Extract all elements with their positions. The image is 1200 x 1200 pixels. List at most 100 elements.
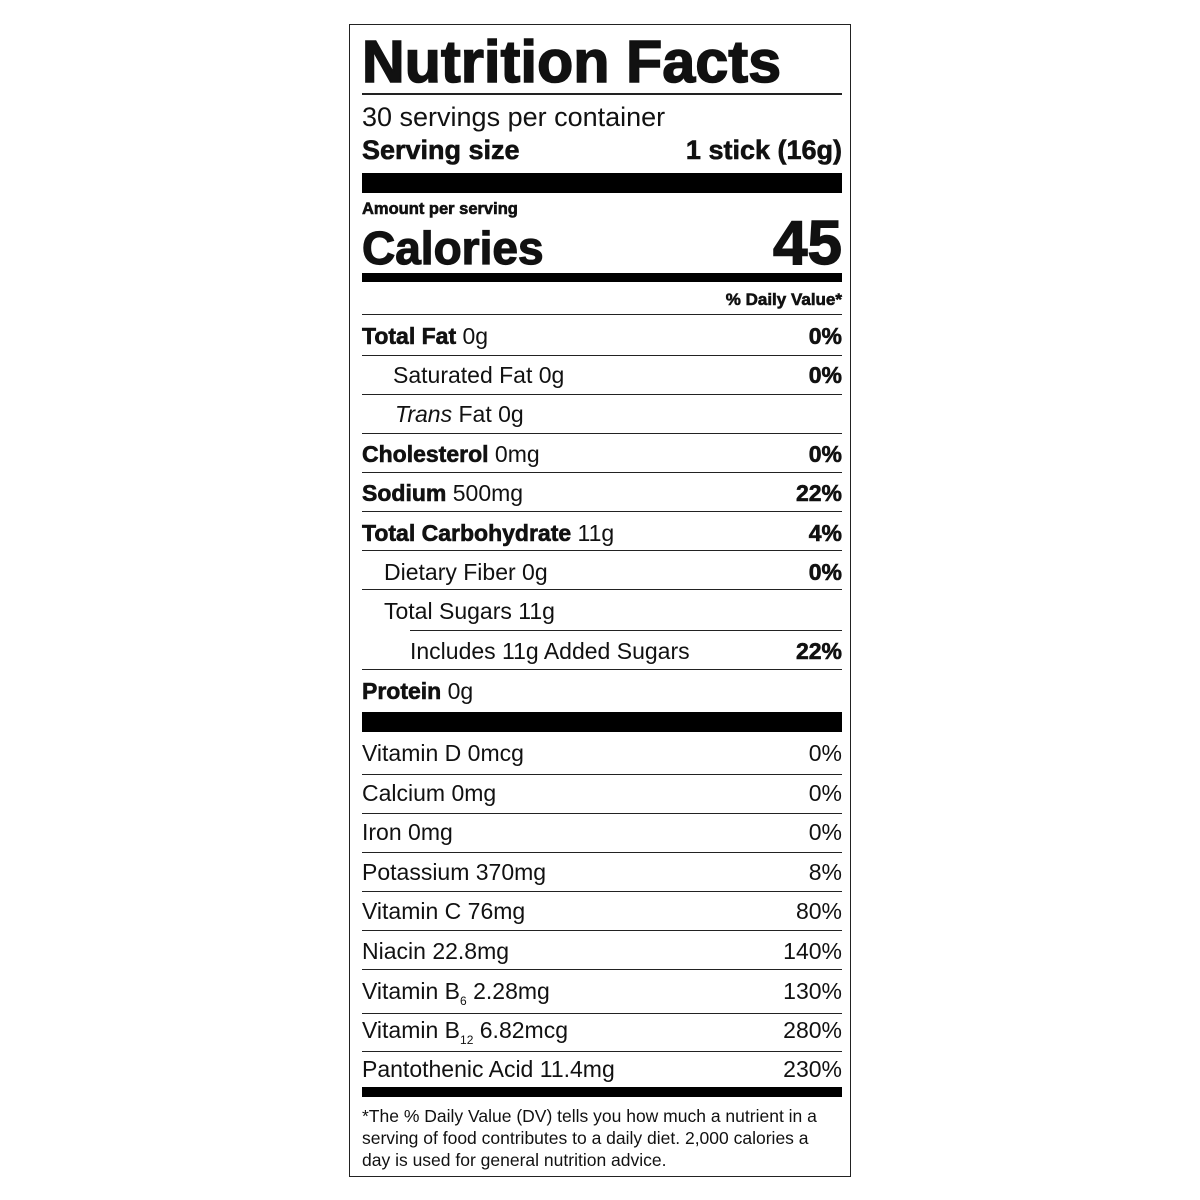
calories-label: Calories [361,222,544,274]
vitamin-name: Niacin [362,937,426,964]
vitamin-daily-value: 140% [783,937,842,964]
nutrient-daily-value: 0% [808,361,842,388]
divider [362,969,842,970]
nutrient-daily-value: 22% [795,637,843,664]
divider [362,550,842,551]
nutrient-name: Saturated Fat [393,361,533,388]
thick-divider [362,1087,842,1097]
nutrient-amount: 0g [462,322,489,349]
divider [362,669,842,670]
nutrient-daily-value: 0% [808,440,842,467]
nutrient-row: Saturated Fat 0g 0% [362,360,842,390]
vitamin-name: Vitamin C [362,897,462,924]
nutrient-amount: 0g [447,677,474,704]
vitamin-name: Vitamin B [362,977,461,1004]
divider [362,394,842,395]
divider [362,852,842,853]
vitamin-amount: 370mg [475,858,547,885]
divider [362,511,842,512]
nutrient-row: Sodium 500mg 22% [362,478,843,508]
vitamin-name: Vitamin B [362,1016,461,1043]
nutrient-amount: 0g [522,558,548,585]
serving-size-label: Serving size [362,135,520,166]
nutrient-row: Includes 11g Added Sugars 22% [362,636,842,666]
nutrient-name: Trans [395,400,453,427]
vitamin-daily-value: 0% [808,739,842,766]
nutrient-name: Dietary Fiber [384,558,516,585]
nutrient-name-suffix: Fat [458,400,492,427]
vitamin-row: Vitamin D 0mcg 0% [362,738,842,768]
nutrient-name: Total Fat [362,322,457,349]
nutrient-name: Total Carbohydrate [362,519,572,546]
nutrient-row: Total Sugars 11g [362,596,842,626]
serving-size-row: Serving size 1 stick (16g) [362,135,843,166]
vitamin-amount: 76mg [467,897,526,924]
divider [362,891,842,892]
divider [362,355,842,356]
calories-row: Calories 45 [361,212,842,275]
vitamin-row: Vitamin B6 2.28mg 130% [362,976,842,1008]
vitamin-name: Vitamin D [362,739,462,766]
nutrient-amount: 0g [538,361,565,388]
calories-value: 45 [772,209,842,278]
medium-divider [362,273,842,282]
vitamin-daily-value: 280% [783,1016,842,1043]
vitamin-name: Pantothenic Acid [362,1055,534,1082]
vitamin-row: Pantothenic Acid 11.4mg 230% [362,1054,842,1084]
nutrition-facts-label: Nutrition Facts 30 servings per containe… [349,24,851,1177]
vitamin-row: Niacin 22.8mg 140% [362,936,842,966]
vitamin-daily-value: 230% [783,1055,842,1082]
vitamin-daily-value: 0% [808,779,842,806]
vitamin-subscript: 12 [460,1032,474,1047]
servings-per-container: 30 servings per container [362,102,666,132]
nutrient-row: Trans Fat 0g [362,399,842,429]
vitamin-name: Potassium [362,858,470,885]
nutrient-name: Protein [362,677,442,704]
vitamin-name: Calcium [362,779,446,806]
vitamin-row: Vitamin B12 6.82mcg 280% [362,1015,842,1047]
nutrient-amount: 11g [577,519,615,546]
vitamin-amount: 0mg [451,779,497,806]
vitamin-amount: 0mcg [467,739,524,766]
nutrient-amount: 0g [498,400,524,427]
vitamin-amount: 6.82mcg [479,1016,568,1043]
divider [362,1013,842,1014]
nutrient-amount: 500mg [452,479,524,506]
nutrient-daily-value: 0% [808,558,842,585]
divider [362,774,842,775]
vitamin-row: Vitamin C 76mg 80% [362,896,842,926]
nutrient-name: Sodium [362,479,447,506]
vitamin-row: Calcium 0mg 0% [362,778,842,808]
nutrient-row: Total Carbohydrate 11g 4% [362,518,843,548]
nutrient-name: Total Sugars [384,597,512,624]
divider [362,93,842,95]
nutrient-daily-value: 0% [808,322,842,349]
nutrient-daily-value: 4% [808,519,842,546]
vitamin-daily-value: 130% [783,977,842,1004]
vitamin-row: Potassium 370mg 8% [362,857,842,887]
daily-value-header: % Daily Value* [725,290,842,309]
divider [362,1051,842,1052]
thick-divider [362,712,842,732]
footnote: *The % Daily Value (DV) tells you how mu… [362,1106,817,1170]
nutrient-row: Protein 0g [362,676,842,706]
vitamin-daily-value: 0% [808,818,842,845]
vitamin-amount: 2.28mg [473,977,550,1004]
nutrient-amount: 11g [518,597,555,624]
vitamin-amount: 0mg [408,818,453,845]
vitamin-subscript: 6 [460,993,467,1008]
nutrient-row: Cholesterol 0mg 0% [362,439,843,469]
vitamin-row: Iron 0mg 0% [362,817,842,847]
divider [362,813,842,814]
serving-size-value: 1 stick (16g) [685,135,843,166]
vitamin-amount: 22.8mg [432,937,510,964]
label-title: Nutrition Facts [361,29,782,95]
vitamin-amount: 11.4mg [539,1055,615,1082]
nutrient-name: Includes 11g Added Sugars [410,637,690,664]
divider [362,589,842,590]
divider [410,630,842,631]
nutrient-row: Dietary Fiber 0g 0% [362,557,842,587]
vitamin-daily-value: 80% [795,897,842,924]
amount-per-serving: Amount per serving [362,200,518,218]
vitamin-daily-value: 8% [808,858,842,885]
